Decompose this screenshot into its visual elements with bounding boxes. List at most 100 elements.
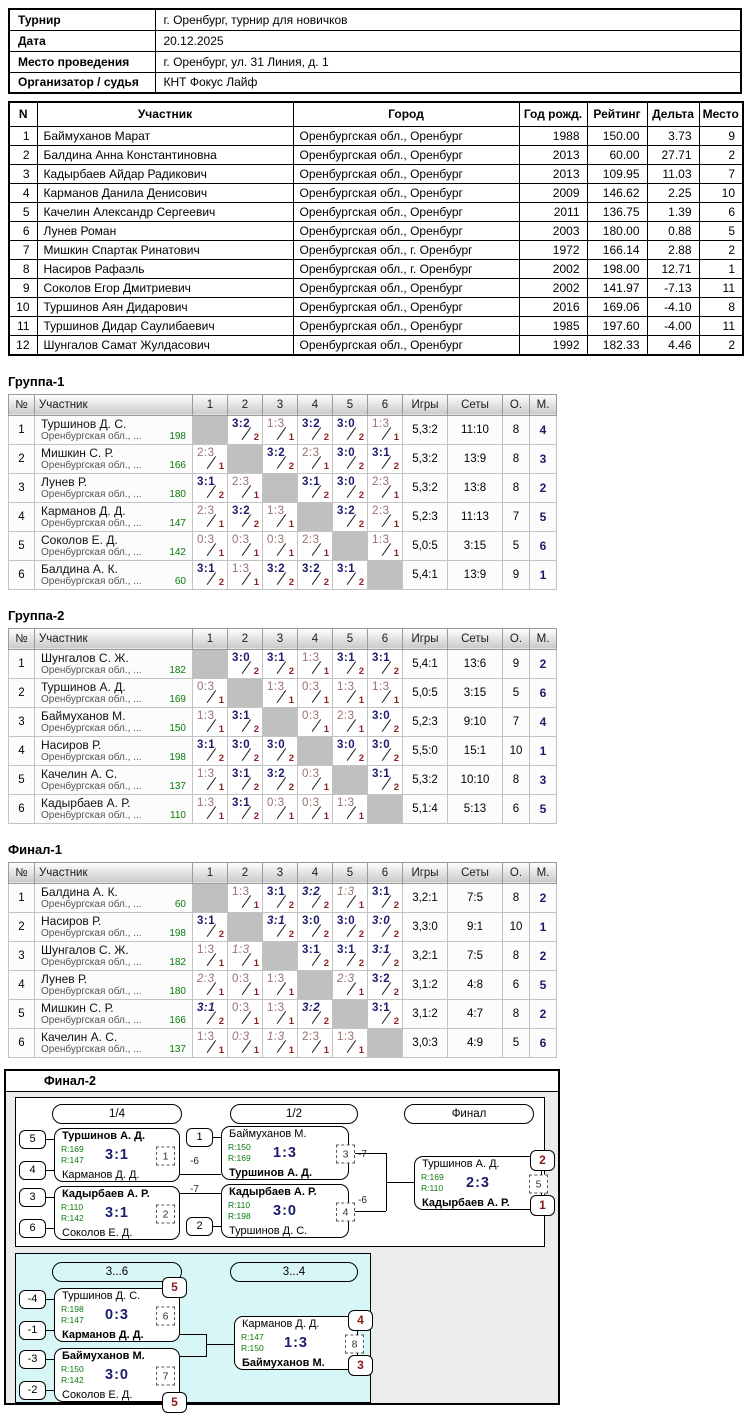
match-cell: 0:3 1 [297,764,333,795]
birth-year: 2013 [518,163,588,184]
points-cell: 5 [502,677,530,708]
participant-subline: Оренбургская обл., ... 166 [41,1015,188,1027]
rr-header-opponent: 3 [262,393,298,416]
match-cell: 3:1 2 [227,706,263,737]
participant-cell: Балдина А. К. Оренбургская обл., ... 60 [34,559,193,590]
match-cell: 3:1 2 [192,559,228,590]
self-cell [227,677,263,708]
rating: 180.00 [586,220,648,241]
match-points: 2 [393,723,399,735]
match-result: 3:1 [302,943,321,956]
match-result: 3:1 [197,738,216,751]
match-cell: 3:0 2 [367,735,403,766]
rr-header-opponent: 1 [192,393,228,416]
table-row: 11 Туршинов Дидар Саулибаевич Оренбургская… [8,315,744,336]
participants-header: Рейтинг [586,101,648,127]
match-result: 3:1 [232,767,251,780]
player-rating: R:150 [61,1363,84,1374]
participant-name: Лунев Р. [41,474,88,489]
info-value: г. Оренбург, ул. 31 Линия, д. 1 [154,50,742,73]
participant-cell: Туршинов А. Д. Оренбургская обл., ... 169 [34,677,193,708]
match-points: 1 [253,576,259,588]
match-result: 0:3 [267,533,285,546]
match-cell: 2:3 1 [367,501,403,532]
match-result: 3:1 [372,943,391,956]
match-points: 2 [323,489,329,501]
match-score: 0:3 [105,1306,129,1323]
participant-rating: 60 [174,898,186,910]
row-number: 8 [8,258,38,279]
bracket-match: Туршинов А. Д. R:169 R:110 2:3 5 Кадырбаев А.… [414,1149,555,1216]
participant-subline: Оренбургская обл., ... 180 [41,489,188,501]
match-cell: 3:1 2 [192,911,228,942]
rating: 166.14 [586,239,648,260]
match-result: 3:2 [232,504,251,517]
rating: 60.00 [586,144,648,165]
participant-region: Оренбургская обл., ... [41,488,142,500]
match-cell: 3:1 2 [367,940,403,971]
participant-rating: 166 [169,459,186,471]
participant-region: Оренбургская обл., ... [41,430,142,442]
participant-cell: Соколов Е. Д. Оренбургская обл., ... 142 [34,530,193,561]
match-points: 2 [323,1015,329,1027]
bracket-match: 5 4 Туршинов А. Д. R:169 R:147 3:1 1 Карманов Д… [19,1127,199,1182]
match-cell: 3:0 2 [332,472,368,503]
match-points: 1 [288,1015,294,1027]
self-cell [367,1027,403,1058]
participant-name: Насиров Рафаэль [36,258,294,279]
match-number: 8 [345,1334,364,1353]
rr-header-points: О. [502,627,530,650]
place: 9 [698,125,744,146]
participant-subline: Оренбургская обл., ... 182 [41,957,188,969]
participant-subline: Оренбургская обл., ... 198 [41,928,188,940]
match-result: 3:2 [232,417,251,430]
match-cell: 1:3 1 [262,998,298,1029]
match-cell: 1:3 1 [367,414,403,445]
bracket-match: 3 6 Кадырбаев А. Р. R:110 R:142 3:1 2 Соколов Е… [19,1184,199,1240]
sets-cell: 4:8 [447,969,503,1000]
player-name: Баймуханов М. [229,1127,307,1140]
match-points: 1 [253,1015,259,1027]
match-result: 2:3 [197,446,215,459]
rating: 150.00 [586,125,648,146]
match-cell: 2:3 1 [297,443,333,474]
rr-header-name: Участник [34,393,193,416]
match-result: 0:3 [232,972,250,985]
row-number: 2 [8,443,35,474]
match-cell: 1:3 1 [192,764,228,795]
match-middle: R:110 R:142 3:1 2 [55,1202,179,1226]
participant-name: Качелин Александр Сергеевич [36,201,294,222]
place: 5 [698,220,744,241]
row-number: 2 [8,144,38,165]
games-cell: 5,3:2 [402,472,448,503]
match-points: 2 [323,576,329,588]
match-points: 1 [288,694,294,706]
match-result: 3:1 [197,1001,216,1014]
rr-header-opponent: 2 [227,393,263,416]
match-result: 3:0 [337,914,356,927]
match-cell: 0:3 1 [192,530,228,561]
participant-cell: Качелин А. С. Оренбургская обл., ... 137 [34,764,193,795]
participant-name: Кадырбаев А. Р. [41,795,131,810]
participant-name: Карманов Данила Денисович [36,182,294,203]
match-points: 1 [323,665,329,677]
place: 2 [698,144,744,165]
final2-box: Финал-2 1/4 1/2 Финал 5 4 Туршинов А. Д. R:169… [4,1068,560,1413]
match-points: 2 [218,576,224,588]
self-cell [332,530,368,561]
participant-name: Шунгалов С. Ж. [41,650,129,665]
match-points: 1 [253,899,259,911]
place: 2 [698,239,744,260]
match-points: 2 [323,957,329,969]
match-result: 0:3 [302,680,320,693]
rr-header-opponent: 4 [297,861,333,884]
points-cell: 6 [502,969,530,1000]
round-pill: 1/2 [230,1103,358,1124]
rr-header-opponent: 4 [297,393,333,416]
match-result: 2:3 [337,972,355,985]
self-cell [297,969,333,1000]
participants-header: Год рожд. [518,101,588,127]
rr-header-place: М. [529,393,557,416]
round-pill: 1/4 [52,1103,182,1124]
row-number: 5 [8,530,35,561]
